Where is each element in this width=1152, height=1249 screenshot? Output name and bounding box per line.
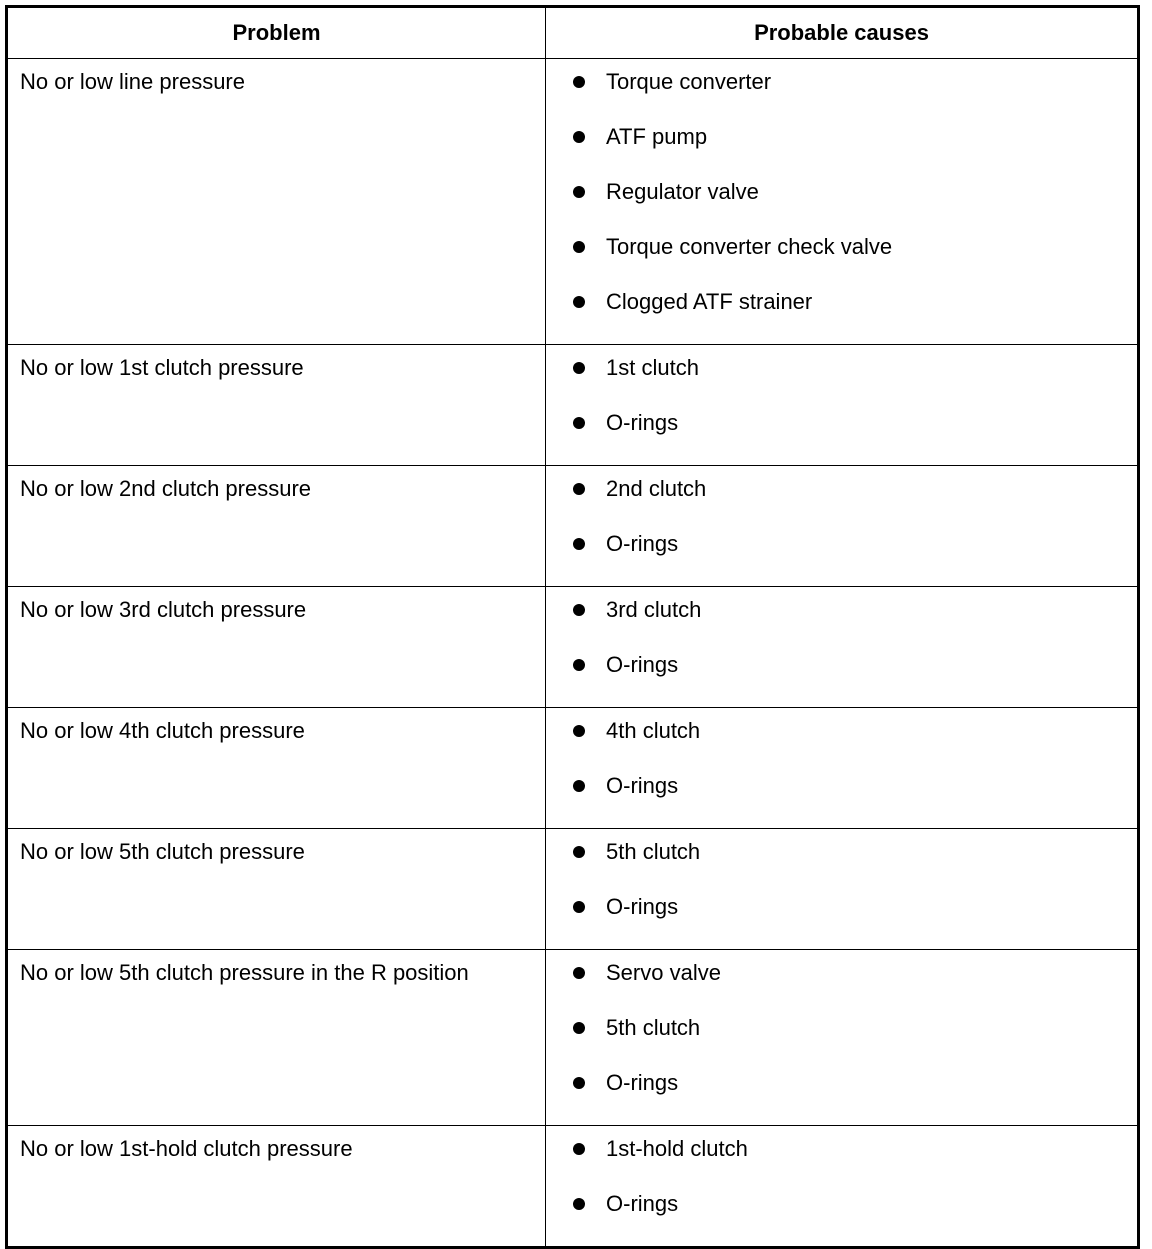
cause-item: Torque converter bbox=[573, 69, 1137, 124]
cause-item: Torque converter check valve bbox=[573, 234, 1137, 289]
cause-text: 1st-hold clutch bbox=[606, 1136, 748, 1161]
causes-cell: 5th clutch O-rings bbox=[545, 828, 1139, 950]
cause-text: ATF pump bbox=[606, 124, 708, 149]
cause-item: O-rings bbox=[573, 894, 1137, 949]
table-row: No or low 2nd clutch pressure 2nd clutch O… bbox=[6, 465, 1139, 587]
cause-text: Clogged ATF strainer bbox=[606, 289, 813, 314]
cause-text: O-rings bbox=[606, 531, 679, 556]
bullet-icon bbox=[573, 241, 585, 253]
table-row: No or low 3rd clutch pressure 3rd clutch O… bbox=[6, 586, 1139, 708]
cause-item: 1st-hold clutch bbox=[573, 1136, 1137, 1191]
causes-cell: 2nd clutch O-rings bbox=[545, 465, 1139, 587]
cause-text: O-rings bbox=[606, 894, 679, 919]
cause-text: 2nd clutch bbox=[606, 476, 707, 501]
cause-item: O-rings bbox=[573, 1191, 1137, 1246]
table-row: No or low 1st-hold clutch pressure 1st-ho… bbox=[6, 1125, 1139, 1248]
cause-text: O-rings bbox=[606, 652, 679, 677]
bullet-icon bbox=[573, 901, 585, 913]
cause-item: 5th clutch bbox=[573, 839, 1137, 894]
causes-list: 2nd clutch O-rings bbox=[546, 466, 1137, 586]
problem-cell: No or low 1st clutch pressure bbox=[6, 344, 546, 466]
causes-list: Servo valve 5th clutch O-rings bbox=[546, 950, 1137, 1125]
cause-text: 1st clutch bbox=[606, 355, 699, 380]
cause-text: 3rd clutch bbox=[606, 597, 702, 622]
table-row: No or low 4th clutch pressure 4th clutch O… bbox=[6, 707, 1139, 829]
causes-cell: 1st clutch O-rings bbox=[545, 344, 1139, 466]
cause-item: O-rings bbox=[573, 410, 1137, 465]
problem-cell: No or low line pressure bbox=[6, 58, 546, 345]
bullet-icon bbox=[573, 483, 585, 495]
bullet-icon bbox=[573, 659, 585, 671]
table-row: No or low 5th clutch pressure in the R p… bbox=[6, 949, 1139, 1126]
causes-cell: Torque converter ATF pump Regulator valve T… bbox=[545, 58, 1139, 345]
bullet-icon bbox=[573, 846, 585, 858]
bullet-icon bbox=[573, 538, 585, 550]
problem-cell: No or low 3rd clutch pressure bbox=[6, 586, 546, 708]
table-row: No or low 1st clutch pressure 1st clutch O… bbox=[6, 344, 1139, 466]
problem-cell: No or low 4th clutch pressure bbox=[6, 707, 546, 829]
cause-text: O-rings bbox=[606, 410, 679, 435]
problem-cell: No or low 5th clutch pressure in the R p… bbox=[6, 949, 546, 1126]
cause-item: O-rings bbox=[573, 773, 1137, 828]
cause-text: O-rings bbox=[606, 773, 679, 798]
bullet-icon bbox=[573, 76, 585, 88]
cause-text: Torque converter check valve bbox=[606, 234, 893, 259]
causes-cell: 3rd clutch O-rings bbox=[545, 586, 1139, 708]
bullet-icon bbox=[573, 967, 585, 979]
causes-list: 3rd clutch O-rings bbox=[546, 587, 1137, 707]
cause-item: Servo valve bbox=[573, 960, 1137, 1015]
causes-cell: Servo valve 5th clutch O-rings bbox=[545, 949, 1139, 1126]
header-row: Problem Probable causes bbox=[6, 6, 1139, 59]
cause-item: ATF pump bbox=[573, 124, 1137, 179]
cause-text: Servo valve bbox=[606, 960, 721, 985]
cause-item: Regulator valve bbox=[573, 179, 1137, 234]
cause-text: 5th clutch bbox=[606, 1015, 701, 1040]
cause-text: O-rings bbox=[606, 1070, 679, 1095]
bullet-icon bbox=[573, 131, 585, 143]
cause-item: 2nd clutch bbox=[573, 476, 1137, 531]
header-probable-causes: Probable causes bbox=[545, 6, 1139, 59]
bullet-icon bbox=[573, 362, 585, 374]
cause-item: 3rd clutch bbox=[573, 597, 1137, 652]
causes-list: 4th clutch O-rings bbox=[546, 708, 1137, 828]
bullet-icon bbox=[573, 725, 585, 737]
troubleshooting-table: Problem Probable causes No or low line p… bbox=[5, 5, 1140, 1249]
bullet-icon bbox=[573, 604, 585, 616]
bullet-icon bbox=[573, 186, 585, 198]
cause-text: 5th clutch bbox=[606, 839, 701, 864]
bullet-icon bbox=[573, 417, 585, 429]
cause-item: O-rings bbox=[573, 531, 1137, 586]
cause-text: O-rings bbox=[606, 1191, 679, 1216]
cause-item: 1st clutch bbox=[573, 355, 1137, 410]
causes-cell: 1st-hold clutch O-rings bbox=[545, 1125, 1139, 1248]
bullet-icon bbox=[573, 1022, 585, 1034]
causes-list: 5th clutch O-rings bbox=[546, 829, 1137, 949]
bullet-icon bbox=[573, 780, 585, 792]
cause-text: Regulator valve bbox=[606, 179, 759, 204]
table-row: No or low 5th clutch pressure 5th clutch O… bbox=[6, 828, 1139, 950]
cause-item: O-rings bbox=[573, 1070, 1137, 1125]
cause-item: O-rings bbox=[573, 652, 1137, 707]
cause-item: 4th clutch bbox=[573, 718, 1137, 773]
cause-item: 5th clutch bbox=[573, 1015, 1137, 1070]
bullet-icon bbox=[573, 1198, 585, 1210]
bullet-icon bbox=[573, 1077, 585, 1089]
causes-list: Torque converter ATF pump Regulator valve T… bbox=[546, 59, 1137, 344]
causes-cell: 4th clutch O-rings bbox=[545, 707, 1139, 829]
cause-text: 4th clutch bbox=[606, 718, 701, 743]
causes-list: 1st clutch O-rings bbox=[546, 345, 1137, 465]
problem-cell: No or low 5th clutch pressure bbox=[6, 828, 546, 950]
table-row: No or low line pressure Torque converter A… bbox=[6, 58, 1139, 345]
problem-cell: No or low 2nd clutch pressure bbox=[6, 465, 546, 587]
bullet-icon bbox=[573, 1143, 585, 1155]
cause-text: Torque converter bbox=[606, 69, 772, 94]
problem-cell: No or low 1st-hold clutch pressure bbox=[6, 1125, 546, 1248]
cause-item: Clogged ATF strainer bbox=[573, 289, 1137, 344]
header-problem: Problem bbox=[6, 6, 546, 59]
bullet-icon bbox=[573, 296, 585, 308]
causes-list: 1st-hold clutch O-rings bbox=[546, 1126, 1137, 1246]
